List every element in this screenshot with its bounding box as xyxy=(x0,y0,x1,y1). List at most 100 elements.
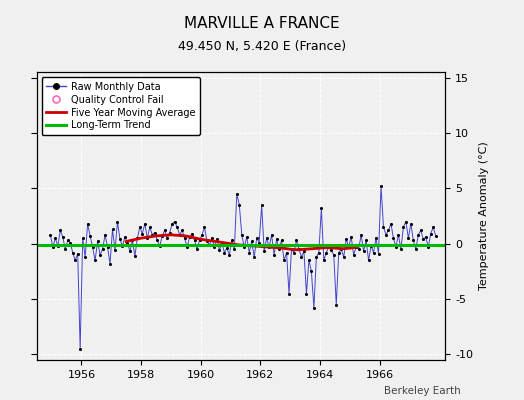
Point xyxy=(130,253,139,259)
Point xyxy=(384,227,392,234)
Point xyxy=(66,239,74,246)
Point xyxy=(91,257,99,264)
Point xyxy=(158,233,167,239)
Point xyxy=(427,230,435,237)
Point xyxy=(140,220,149,227)
Point xyxy=(312,254,321,260)
Point xyxy=(46,232,54,238)
Point xyxy=(146,224,154,230)
Point xyxy=(178,227,187,234)
Point xyxy=(150,230,159,236)
Point xyxy=(190,237,199,244)
Point xyxy=(56,227,64,234)
Point xyxy=(307,268,315,274)
Point xyxy=(128,237,137,244)
Legend: Raw Monthly Data, Quality Control Fail, Five Year Moving Average, Long-Term Tren: Raw Monthly Data, Quality Control Fail, … xyxy=(41,77,200,135)
Point xyxy=(282,249,291,256)
Point xyxy=(414,232,422,238)
Point xyxy=(310,305,318,311)
Point xyxy=(123,239,132,246)
Point xyxy=(317,205,325,212)
Text: 49.450 N, 5.420 E (France): 49.450 N, 5.420 E (France) xyxy=(178,40,346,53)
Point xyxy=(295,246,303,252)
Point xyxy=(215,247,224,254)
Point xyxy=(369,249,378,256)
Point xyxy=(267,232,276,238)
Point xyxy=(300,248,308,255)
Point xyxy=(245,249,254,256)
Point xyxy=(325,244,333,250)
Point xyxy=(327,247,335,254)
Point xyxy=(340,254,348,260)
Text: Berkeley Earth: Berkeley Earth xyxy=(385,386,461,396)
Point xyxy=(108,226,117,232)
Point xyxy=(73,250,82,257)
Point xyxy=(352,244,361,250)
Point xyxy=(227,237,236,244)
Point xyxy=(367,243,375,249)
Point xyxy=(302,290,311,297)
Point xyxy=(183,244,191,250)
Point xyxy=(260,248,268,255)
Point xyxy=(277,237,286,244)
Point xyxy=(208,235,216,241)
Point xyxy=(93,238,102,245)
Point xyxy=(163,235,171,241)
Point xyxy=(417,227,425,234)
Point xyxy=(116,236,124,242)
Point xyxy=(287,246,296,252)
Point xyxy=(106,260,114,267)
Point xyxy=(230,246,238,252)
Point xyxy=(203,238,211,245)
Point xyxy=(330,252,338,258)
Point xyxy=(143,235,151,241)
Point xyxy=(61,246,70,252)
Point xyxy=(337,246,345,252)
Point xyxy=(103,244,112,250)
Point xyxy=(412,246,420,252)
Point xyxy=(113,218,122,225)
Point xyxy=(431,233,440,239)
Point xyxy=(290,249,298,256)
Point xyxy=(205,242,214,248)
Point xyxy=(198,232,206,238)
Point xyxy=(320,257,328,264)
Point xyxy=(138,230,147,237)
Point xyxy=(96,252,104,258)
Point xyxy=(111,247,119,254)
Point xyxy=(364,257,373,264)
Point xyxy=(354,246,363,252)
Point xyxy=(374,250,383,257)
Point xyxy=(334,249,343,256)
Point xyxy=(389,235,398,241)
Point xyxy=(247,238,256,245)
Point xyxy=(213,236,221,242)
Point xyxy=(272,236,281,242)
Point xyxy=(168,220,177,227)
Point xyxy=(76,346,84,352)
Point xyxy=(180,235,189,241)
Point xyxy=(89,244,97,250)
Text: MARVILLE A FRANCE: MARVILLE A FRANCE xyxy=(184,16,340,31)
Point xyxy=(235,202,244,208)
Point xyxy=(314,249,323,256)
Point xyxy=(285,290,293,297)
Point xyxy=(350,252,358,258)
Point xyxy=(237,232,246,238)
Point xyxy=(59,234,67,240)
Point xyxy=(185,234,194,240)
Point xyxy=(379,224,388,230)
Point xyxy=(392,244,400,250)
Point xyxy=(83,220,92,227)
Point xyxy=(357,232,365,238)
Point xyxy=(136,224,144,230)
Point xyxy=(407,220,415,227)
Point xyxy=(297,254,305,260)
Point xyxy=(342,236,351,242)
Point xyxy=(347,234,355,240)
Point xyxy=(377,183,385,189)
Point xyxy=(257,202,266,208)
Point xyxy=(81,254,90,260)
Point xyxy=(223,245,231,251)
Point xyxy=(240,244,248,250)
